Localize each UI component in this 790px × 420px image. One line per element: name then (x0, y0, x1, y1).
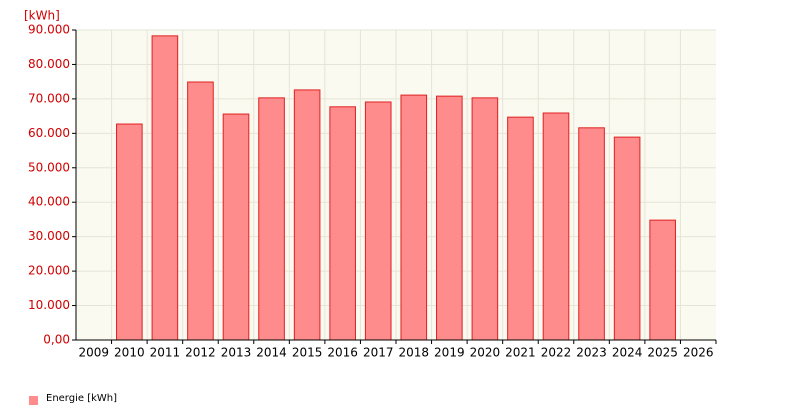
y-tick-label: 0,00 (43, 333, 70, 347)
x-tick-label: 2015 (292, 346, 323, 360)
x-tick-label: 2018 (399, 346, 430, 360)
bar (436, 95, 463, 341)
bar (116, 123, 143, 341)
x-tick-label: 2016 (327, 346, 358, 360)
y-tick-label: 10.000 (28, 298, 70, 312)
bar (471, 97, 499, 341)
bar (649, 219, 676, 341)
bar (258, 97, 285, 341)
bar (400, 94, 428, 341)
legend-swatch (29, 396, 38, 405)
y-axis-label: [kWh] (24, 9, 60, 23)
x-tick-label: 2025 (647, 346, 678, 360)
bar (507, 116, 534, 341)
y-tick-label: 90.000 (28, 23, 70, 37)
x-tick-label: 2024 (612, 346, 643, 360)
bar (329, 106, 356, 341)
x-tick-label: 2021 (505, 346, 536, 360)
x-tick-label: 2009 (79, 346, 110, 360)
x-tick-label: 2014 (256, 346, 287, 360)
x-tick-label: 2010 (114, 346, 145, 360)
x-tick-label: 2022 (541, 346, 572, 360)
x-tick-label: 2011 (150, 346, 181, 360)
y-tick-label: 30.000 (28, 229, 70, 243)
y-tick-label: 50.000 (28, 160, 70, 174)
x-tick-label: 2012 (185, 346, 216, 360)
x-tick-label: 2026 (683, 346, 714, 360)
bar (613, 136, 641, 341)
x-tick-label: 2019 (434, 346, 465, 360)
y-tick-label: 20.000 (28, 264, 70, 278)
bar (542, 112, 570, 341)
bar (293, 89, 321, 341)
y-tick-label: 40.000 (28, 195, 70, 209)
bar (187, 81, 214, 341)
x-tick-label: 2023 (576, 346, 607, 360)
x-tick-label: 2017 (363, 346, 394, 360)
y-tick-label: 70.000 (28, 91, 70, 105)
bar (578, 127, 605, 341)
x-tick-label: 2013 (221, 346, 252, 360)
legend-label: Energie [kWh] (46, 393, 117, 404)
x-tick-label: 2020 (470, 346, 501, 360)
y-tick-label: 60.000 (28, 126, 70, 140)
bar (151, 35, 179, 341)
bar (364, 101, 392, 341)
y-tick-label: 80.000 (28, 57, 70, 71)
bar (222, 113, 250, 341)
